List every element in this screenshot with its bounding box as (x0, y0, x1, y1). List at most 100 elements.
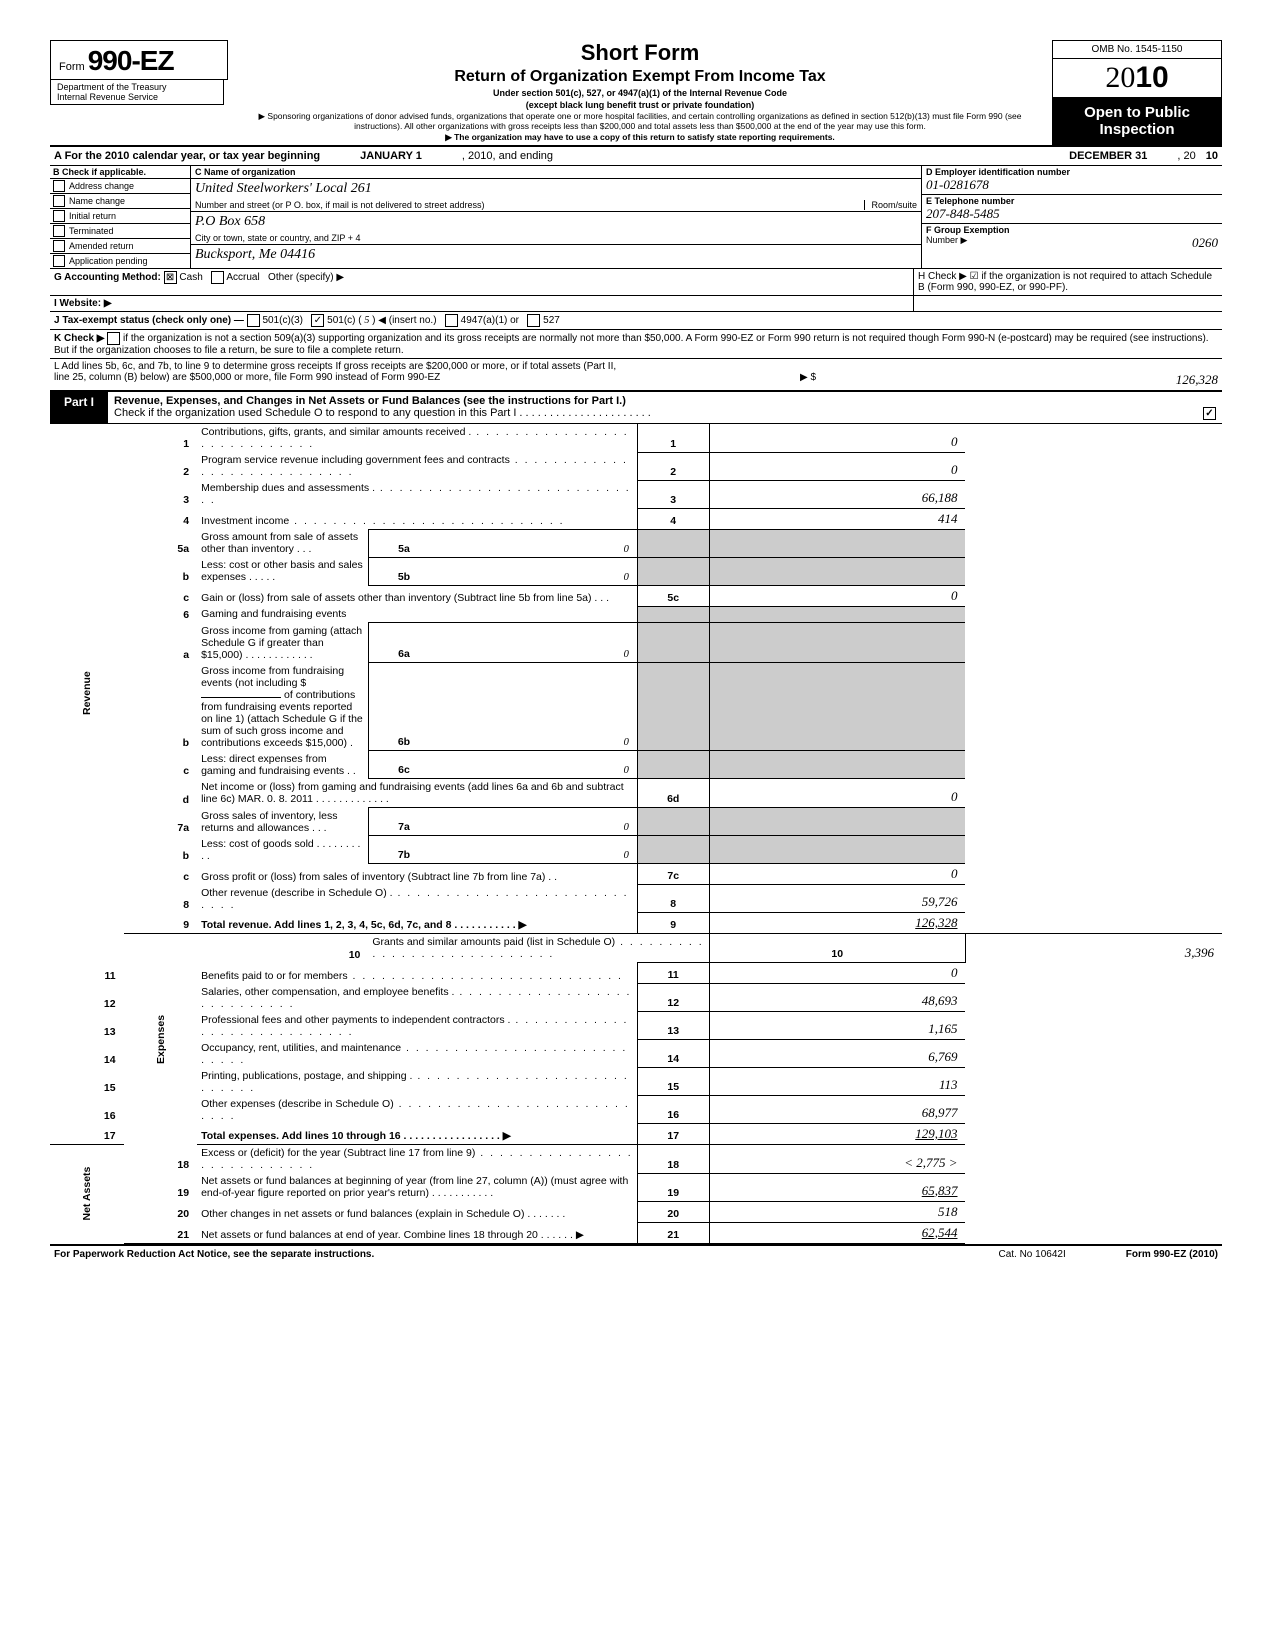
dept-treasury: Department of the Treasury (57, 82, 217, 92)
b-terminated[interactable]: Terminated (50, 224, 190, 239)
l-text2: line 25, column (B) below) are $500,000 … (54, 372, 440, 388)
e-lbl: E Telephone number (926, 196, 1218, 206)
j-c3-checkbox[interactable] (247, 314, 260, 327)
line-num: 14 (50, 1040, 124, 1068)
midcol-label: 6c (368, 751, 439, 779)
rcol-label: 2 (637, 452, 709, 480)
part1-title-text: Revenue, Expenses, and Changes in Net As… (114, 395, 626, 407)
c-room-lbl: Room/suite (864, 200, 917, 210)
line-num: 2 (124, 452, 198, 480)
line-11: 11 Benefits paid to or for members 11 0 (50, 963, 1222, 984)
line-desc: Professional fees and other payments to … (201, 1014, 510, 1026)
midcol-val: 0 (439, 529, 637, 557)
line-num: c (124, 864, 198, 885)
line-7c: c Gross profit or (loss) from sales of i… (50, 864, 1222, 885)
line-5a: 5a Gross amount from sale of assets othe… (50, 529, 1222, 557)
j-c-checkbox[interactable]: ✓ (311, 314, 324, 327)
line-num: d (124, 779, 198, 808)
g-lbl: G Accounting Method: (54, 272, 161, 283)
g-other: Other (specify) ▶ (268, 272, 344, 283)
title-block: Short Form Return of Organization Exempt… (228, 40, 1052, 143)
part1-checkbox[interactable]: ✓ (1203, 407, 1216, 420)
rcol-label: 9 (637, 913, 709, 934)
c-city-lbl: City or town, state or country, and ZIP … (191, 232, 921, 245)
lines-table: Revenue 1 Contributions, gifts, grants, … (50, 423, 1222, 1244)
b-address-change[interactable]: Address change (50, 179, 190, 194)
g-accrual-checkbox[interactable] (211, 271, 224, 284)
year-suffix: 10 (1135, 61, 1168, 94)
row-a-mid: , 2010, and ending (462, 150, 553, 162)
open-public: Open to Public (1057, 104, 1217, 121)
b-pending[interactable]: Application pending (50, 254, 190, 268)
b-amended[interactable]: Amended return (50, 239, 190, 254)
rcol-shade (637, 623, 709, 663)
j-c-open: 501(c) ( (327, 315, 361, 326)
midcol-val: 0 (439, 751, 637, 779)
l-val: 126,328 (1176, 372, 1218, 388)
l-row: L Add lines 5b, 6c, and 7b, to line 9 to… (50, 358, 1222, 390)
e-val: 207-848-5485 (926, 206, 1218, 222)
rcol-label: 1 (637, 424, 709, 453)
row-a-begin: JANUARY 1 (360, 150, 422, 162)
b-initial-return[interactable]: Initial return (50, 209, 190, 224)
c-addr-val: P.O Box 658 (191, 212, 921, 232)
rcol-shade (637, 836, 709, 864)
k-checkbox[interactable] (107, 332, 120, 345)
rcol-label: 21 (637, 1222, 709, 1243)
rcol-label: 11 (637, 963, 709, 984)
side-expenses: Expenses (124, 934, 198, 1145)
dept-irs: Internal Revenue Service (57, 92, 217, 102)
line-14: 14 Occupancy, rent, utilities, and maint… (50, 1040, 1222, 1068)
year-prefix: 20 (1105, 61, 1135, 94)
rcol-val: 0 (709, 963, 965, 984)
line-desc: Printing, publications, postage, and shi… (201, 1070, 412, 1082)
rcol-label: 18 (637, 1145, 709, 1174)
part1-label: Part I (50, 392, 108, 423)
line-desc: Excess or (deficit) for the year (Subtra… (201, 1147, 475, 1159)
rcol-shade (709, 663, 965, 751)
line-num: a (124, 623, 198, 663)
line-desc: Gain or (loss) from sale of assets other… (201, 592, 597, 604)
midcol-val: 0 (439, 808, 637, 836)
line-6c: c Less: direct expenses from gaming and … (50, 751, 1222, 779)
c-city-val: Bucksport, Me 04416 (191, 245, 921, 265)
rcol-val: 65,837 (709, 1173, 965, 1201)
d-val: 01-0281678 (926, 177, 1218, 193)
midcol-val: 0 (439, 557, 637, 585)
right-boxes: OMB No. 1545-1150 2010 Open to Public In… (1052, 40, 1222, 145)
midcol-val: 0 (439, 623, 637, 663)
part1-sub: Check if the organization used Schedule … (114, 407, 522, 419)
line-desc: Gross amount from sale of assets other t… (201, 531, 358, 555)
j-527-checkbox[interactable] (527, 314, 540, 327)
title-short-form: Short Form (238, 40, 1042, 66)
line-desc: Benefits paid to or for members (201, 970, 347, 982)
line-desc: Gaming and fundraising events (197, 606, 637, 623)
l-text1: L Add lines 5b, 6c, and 7b, to line 9 to… (54, 361, 1218, 372)
c-name-val: United Steelworkers' Local 261 (191, 179, 921, 199)
line-18: Net Assets 18 Excess or (deficit) for th… (50, 1145, 1222, 1174)
line-desc: Other changes in net assets or fund bala… (201, 1208, 530, 1220)
rcol-val: 0 (709, 779, 965, 808)
rcol-label: 14 (637, 1040, 709, 1068)
line-desc: Less: cost of goods sold (201, 838, 314, 850)
rcol-val: 59,726 (709, 885, 965, 913)
b-name-change[interactable]: Name change (50, 194, 190, 209)
rcol-shade (637, 557, 709, 585)
line-desc: Less: cost or other basis and sales expe… (201, 559, 363, 583)
midcol-label: 7b (368, 836, 439, 864)
line-19: 19 Net assets or fund balances at beginn… (50, 1173, 1222, 1201)
rcol-shade (709, 557, 965, 585)
g-cash-checkbox[interactable]: ⊠ (164, 271, 177, 284)
checkbox-icon (53, 255, 65, 267)
f-num-lbl: Number ▶ (926, 235, 967, 245)
line-6b: b Gross income from fundraising events (… (50, 663, 1222, 751)
rcol-label: 8 (637, 885, 709, 913)
rcol-val: 0 (709, 585, 965, 606)
g-accrual: Accrual (226, 272, 259, 283)
j-4947-checkbox[interactable] (445, 314, 458, 327)
row-a-yr-val: 10 (1206, 150, 1218, 162)
line-6a: a Gross income from gaming (attach Sched… (50, 623, 1222, 663)
part1-title: Revenue, Expenses, and Changes in Net As… (108, 392, 1222, 423)
rcol-label: 12 (637, 984, 709, 1012)
year-box: 2010 (1052, 59, 1222, 98)
